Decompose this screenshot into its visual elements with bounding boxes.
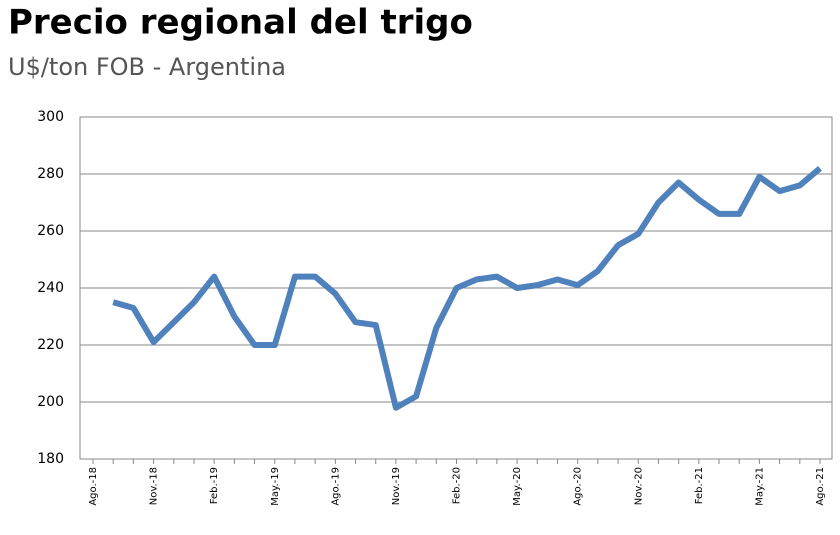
x-tick-label: May.-19: [270, 467, 281, 506]
y-tick-label: 240: [37, 280, 64, 296]
x-tick-label: Nov.-19: [391, 467, 402, 505]
chart-subtitle: U$/ton FOB - Argentina: [8, 53, 286, 81]
x-tick-label: Feb.-21: [694, 467, 705, 504]
line-series: [112, 166, 822, 411]
y-tick-label: 280: [37, 166, 64, 182]
chart-title: Precio regional del trigo: [8, 3, 473, 43]
x-tick-label: Ago.-20: [573, 467, 584, 506]
y-tick-label: 300: [37, 109, 64, 125]
y-tick-label: 220: [37, 337, 64, 353]
x-tick-label: May.-21: [754, 467, 765, 506]
x-tick-label: Nov.-18: [149, 467, 160, 505]
x-tick-label: Feb.-19: [209, 467, 220, 504]
x-tick-label: Ago.-18: [88, 467, 99, 506]
y-tick-label: 180: [37, 451, 64, 467]
x-tick-label: Nov.-20: [633, 467, 644, 505]
y-tick-label: 260: [37, 223, 64, 239]
x-tick-label: Feb.-20: [452, 467, 463, 504]
x-tick-label: Ago.-19: [330, 467, 341, 506]
x-tick-label: May.-20: [512, 467, 523, 506]
y-tick-label: 200: [37, 394, 64, 410]
x-tick-label: Ago.-21: [815, 467, 826, 506]
